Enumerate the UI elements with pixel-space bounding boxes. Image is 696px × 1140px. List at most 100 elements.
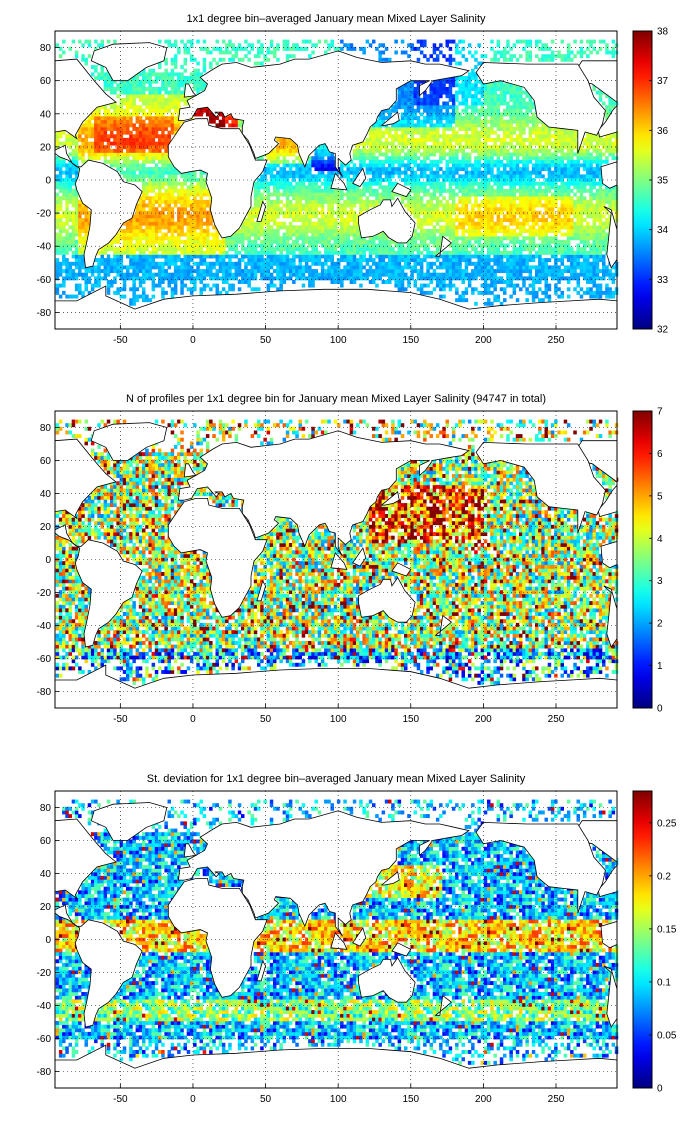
data-cell — [592, 210, 596, 215]
data-cell — [570, 159, 574, 164]
data-cell — [589, 207, 593, 212]
data-cell — [71, 229, 76, 233]
data-cell — [435, 283, 440, 288]
data-cell — [464, 290, 469, 295]
data-cell — [298, 163, 302, 168]
data-cell — [404, 163, 408, 168]
data-cell — [167, 218, 171, 223]
data-cell — [145, 152, 149, 157]
data-cell — [126, 243, 130, 248]
data-cell — [512, 261, 517, 266]
data-cell — [439, 265, 443, 270]
data-cell — [480, 152, 485, 157]
data-cell — [308, 250, 312, 255]
data-cell — [477, 152, 481, 157]
data-cell — [410, 181, 414, 186]
data-cell — [458, 174, 462, 179]
data-cell — [279, 243, 283, 248]
data-cell — [570, 225, 574, 230]
data-cell — [602, 236, 606, 241]
data-cell — [151, 232, 156, 237]
data-cell — [308, 170, 312, 175]
data-cell — [598, 196, 603, 201]
data-cell — [381, 196, 386, 201]
data-cell — [503, 229, 507, 233]
data-cell — [515, 207, 520, 212]
data-cell — [474, 254, 478, 259]
data-cell — [285, 250, 290, 255]
data-cell — [372, 156, 376, 161]
data-cells — [55, 39, 619, 306]
data-cell — [477, 170, 481, 175]
data-cell — [503, 188, 507, 193]
data-cell — [566, 265, 571, 270]
data-cell — [576, 261, 580, 266]
data-cell — [177, 188, 181, 193]
data-cell — [126, 269, 130, 274]
data-cell — [221, 258, 226, 263]
data-cell — [464, 159, 469, 164]
data-cell — [557, 269, 561, 274]
data-cell — [158, 283, 162, 288]
data-cell — [394, 148, 398, 153]
data-cell — [288, 167, 293, 172]
data-cell — [330, 261, 334, 266]
data-cell — [186, 218, 191, 223]
data-cell — [490, 199, 494, 204]
panel-1: 1x1 degree bin–averaged January mean Mix… — [37, 13, 669, 346]
data-cell — [269, 170, 274, 175]
data-cell — [592, 236, 596, 241]
data-cell — [515, 250, 520, 255]
data-cell — [429, 261, 433, 266]
data-cell — [273, 258, 277, 263]
data-cell — [320, 159, 325, 164]
data-cell — [103, 145, 108, 150]
data-cell — [566, 214, 571, 219]
data-cell — [566, 156, 571, 161]
data-cell — [142, 196, 146, 201]
data-cell — [173, 170, 178, 175]
data-cell — [570, 221, 574, 226]
data-cell — [487, 167, 491, 172]
data-cell — [372, 152, 376, 157]
data-cell — [375, 283, 379, 288]
data-cell — [541, 181, 545, 186]
data-cell — [250, 232, 255, 237]
data-cell — [582, 181, 587, 186]
data-cell — [285, 203, 290, 208]
data-cell — [327, 159, 331, 164]
data-cell — [442, 218, 446, 223]
data-cell — [535, 181, 539, 186]
data-cell — [97, 283, 101, 288]
data-cell — [282, 254, 287, 259]
data-cell — [221, 265, 226, 270]
data-cell — [336, 265, 341, 270]
data-cell — [576, 243, 580, 248]
data-cell — [298, 214, 302, 219]
data-cell — [368, 272, 373, 277]
data-cell — [589, 243, 593, 248]
data-cell — [327, 229, 331, 233]
data-cell — [349, 210, 354, 215]
data-cell — [138, 218, 143, 223]
data-cell — [285, 265, 290, 270]
data-cell — [474, 159, 478, 164]
data-cell — [397, 269, 402, 274]
data-cell — [94, 283, 98, 288]
data-cell — [576, 207, 580, 212]
data-cell — [78, 225, 82, 230]
data-cell — [598, 210, 603, 215]
data-cell — [148, 276, 152, 281]
data-cell — [384, 239, 389, 244]
data-cell — [381, 280, 386, 284]
data-cell — [269, 152, 274, 157]
data-cell — [74, 229, 79, 233]
data-cell — [474, 250, 478, 255]
data-cell — [145, 185, 149, 190]
data-cell — [375, 178, 379, 182]
data-cell — [62, 225, 66, 230]
data-cell — [151, 174, 156, 179]
data-cell — [276, 174, 280, 179]
data-cell — [563, 276, 568, 281]
data-cell — [167, 199, 171, 204]
